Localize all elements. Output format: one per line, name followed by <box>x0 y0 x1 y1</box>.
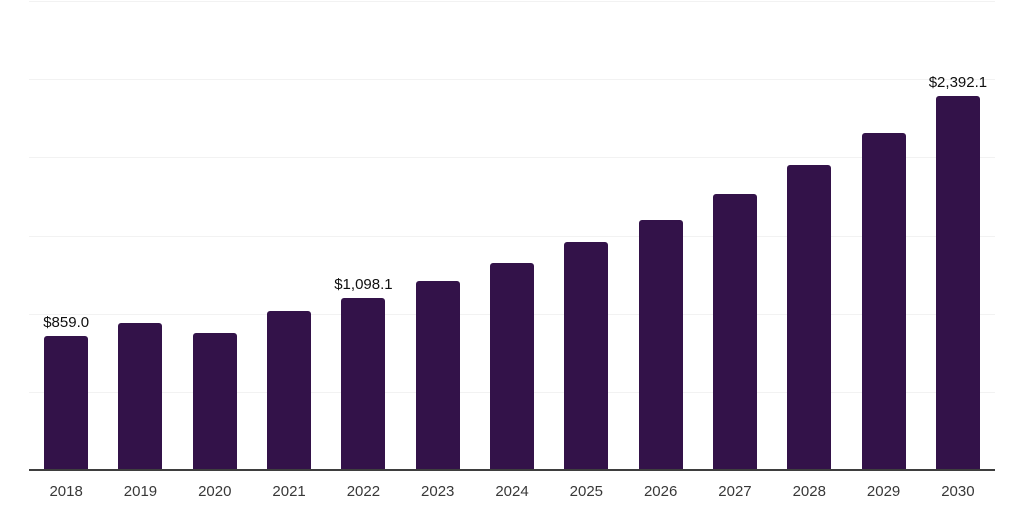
x-tick-label: 2022 <box>346 483 381 500</box>
bar <box>192 332 237 470</box>
bar-slot <box>772 1 846 470</box>
bar-slot <box>549 1 623 470</box>
bar <box>861 132 906 470</box>
bar-slot <box>401 1 475 470</box>
bar-slot <box>846 1 920 470</box>
x-tick-label: 2019 <box>123 483 158 500</box>
bar <box>118 322 163 470</box>
gridline <box>29 1 995 2</box>
bars-row: $859.0 $1,098.1 $2,392.1 <box>29 1 995 470</box>
bar <box>638 219 683 470</box>
bar <box>935 96 980 470</box>
bar-slot <box>178 1 252 470</box>
x-tick-label: 2030 <box>941 483 975 500</box>
bar <box>341 298 386 470</box>
x-tick-label: 2024 <box>495 483 529 500</box>
bar-slot <box>475 1 549 470</box>
x-tick-label: 2028 <box>792 483 826 500</box>
bar <box>267 311 312 470</box>
bar-slot <box>103 1 177 470</box>
bar <box>564 241 609 470</box>
gridline <box>29 235 995 237</box>
bar-slot: $2,392.1 <box>921 1 995 470</box>
x-tick-label: 2026 <box>643 483 678 500</box>
x-tick-label: 2029 <box>866 483 901 500</box>
gridline <box>29 157 995 159</box>
x-tick-label: 2020 <box>198 483 232 500</box>
x-tick-label: 2027 <box>718 483 752 500</box>
gridline <box>29 79 995 81</box>
bar-slot <box>698 1 772 470</box>
bar <box>44 335 89 470</box>
bar <box>787 165 832 470</box>
x-tick-label: 2025 <box>569 483 604 500</box>
bar <box>712 194 757 470</box>
bar-slot <box>624 1 698 470</box>
bar <box>490 263 535 470</box>
bar-value-label: $859.0 <box>43 313 90 331</box>
bar-slot: $859.0 <box>29 1 103 470</box>
bar-slot: $1,098.1 <box>326 1 400 470</box>
bar-value-label: $1,098.1 <box>334 276 393 294</box>
bar <box>415 280 460 470</box>
plot-area: $859.0 $1,098.1 $2,392.1 <box>29 1 995 470</box>
x-tick-label: 2018 <box>49 483 83 500</box>
x-tick-label: 2021 <box>272 483 306 500</box>
bar-slot <box>252 1 326 470</box>
x-tick-label: 2023 <box>421 483 455 500</box>
x-axis-line <box>29 469 995 471</box>
bar-value-label: $2,392.1 <box>928 74 988 92</box>
x-axis-labels: 2018 2019 2020 2021 2022 2023 2024 2025 2026 2027… <box>29 484 995 500</box>
